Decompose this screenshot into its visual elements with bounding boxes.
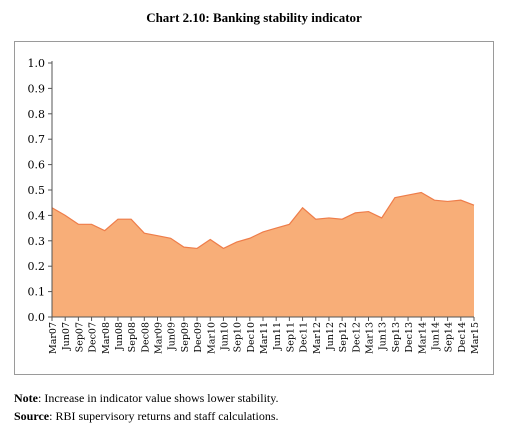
chart-title: Chart 2.10: Banking stability indicator — [146, 10, 362, 25]
x-tick-label: Dec11 — [299, 322, 310, 353]
x-tick-label: Dec13 — [404, 322, 415, 353]
x-tick-label: Mar11 — [259, 322, 270, 354]
x-tick-label: Sep12 — [338, 322, 349, 352]
x-tick-label: Dec07 — [88, 322, 99, 353]
x-tick-label: Mar08 — [101, 322, 112, 354]
note-text: : Increase in indicator value shows lowe… — [38, 391, 279, 405]
chart-frame — [14, 41, 494, 375]
x-tick-label: Mar12 — [312, 322, 323, 354]
x-tick-label: Jun09 — [167, 322, 178, 351]
x-tick-label: Mar13 — [365, 322, 376, 354]
x-tick-label: Jun11 — [272, 322, 283, 351]
source-line: Source: RBI supervisory returns and staf… — [14, 407, 279, 425]
series-line — [51, 191, 475, 250]
x-tick-label: Jun08 — [114, 322, 125, 351]
y-tick-label: 0.3 — [28, 235, 46, 248]
x-tick-label: Mar14 — [417, 322, 428, 354]
y-tick-label: 0.9 — [28, 82, 46, 95]
y-tick-label: 0.2 — [28, 260, 46, 273]
y-tick-label: 0.8 — [28, 108, 46, 121]
x-tick-label: Dec14 — [457, 322, 468, 353]
note-label: Note — [14, 391, 38, 405]
x-tick-label: Mar09 — [154, 322, 165, 354]
y-tick-label: 0.7 — [28, 133, 46, 146]
x-tick-label: Dec08 — [140, 322, 151, 353]
chart-notes: Note: Increase in indicator value shows … — [14, 389, 279, 425]
x-tick-label: Mar07 — [48, 322, 59, 354]
x-tick-label: Dec09 — [193, 322, 204, 353]
y-tick-label: 0.0 — [28, 311, 46, 324]
y-tick-label: 0.5 — [28, 184, 46, 197]
x-tick-label: Jun14 — [430, 322, 441, 351]
y-tick-label: 0.4 — [28, 209, 46, 222]
source-label: Source — [14, 409, 50, 423]
x-tick-label: Sep11 — [285, 322, 296, 352]
x-tick-label: Sep07 — [74, 322, 85, 352]
y-tick-label: 0.1 — [28, 286, 46, 299]
x-tick-label: Jun12 — [325, 322, 336, 351]
x-tick-label: Mar10 — [206, 322, 217, 354]
x-tick-label: Sep14 — [444, 322, 455, 352]
x-tick-label: Dec10 — [246, 322, 257, 353]
y-tick-label: 0.6 — [28, 159, 46, 172]
x-tick-label: Mar15 — [470, 322, 481, 354]
x-tick-label: Jun13 — [378, 322, 389, 351]
x-tick-label: Sep09 — [180, 322, 191, 352]
x-tick-label: Sep10 — [233, 322, 244, 352]
y-tick-label: 1.0 — [28, 57, 46, 70]
source-text: : RBI supervisory returns and staff calc… — [49, 409, 279, 423]
series-area — [52, 192, 474, 317]
x-tick-label: Sep08 — [127, 322, 138, 352]
x-tick-label: Jun10 — [219, 322, 230, 351]
x-tick-label: Jun07 — [61, 322, 72, 351]
note-line: Note: Increase in indicator value shows … — [14, 389, 279, 407]
x-tick-label: Sep13 — [391, 322, 402, 352]
x-tick-label: Dec12 — [351, 322, 362, 353]
